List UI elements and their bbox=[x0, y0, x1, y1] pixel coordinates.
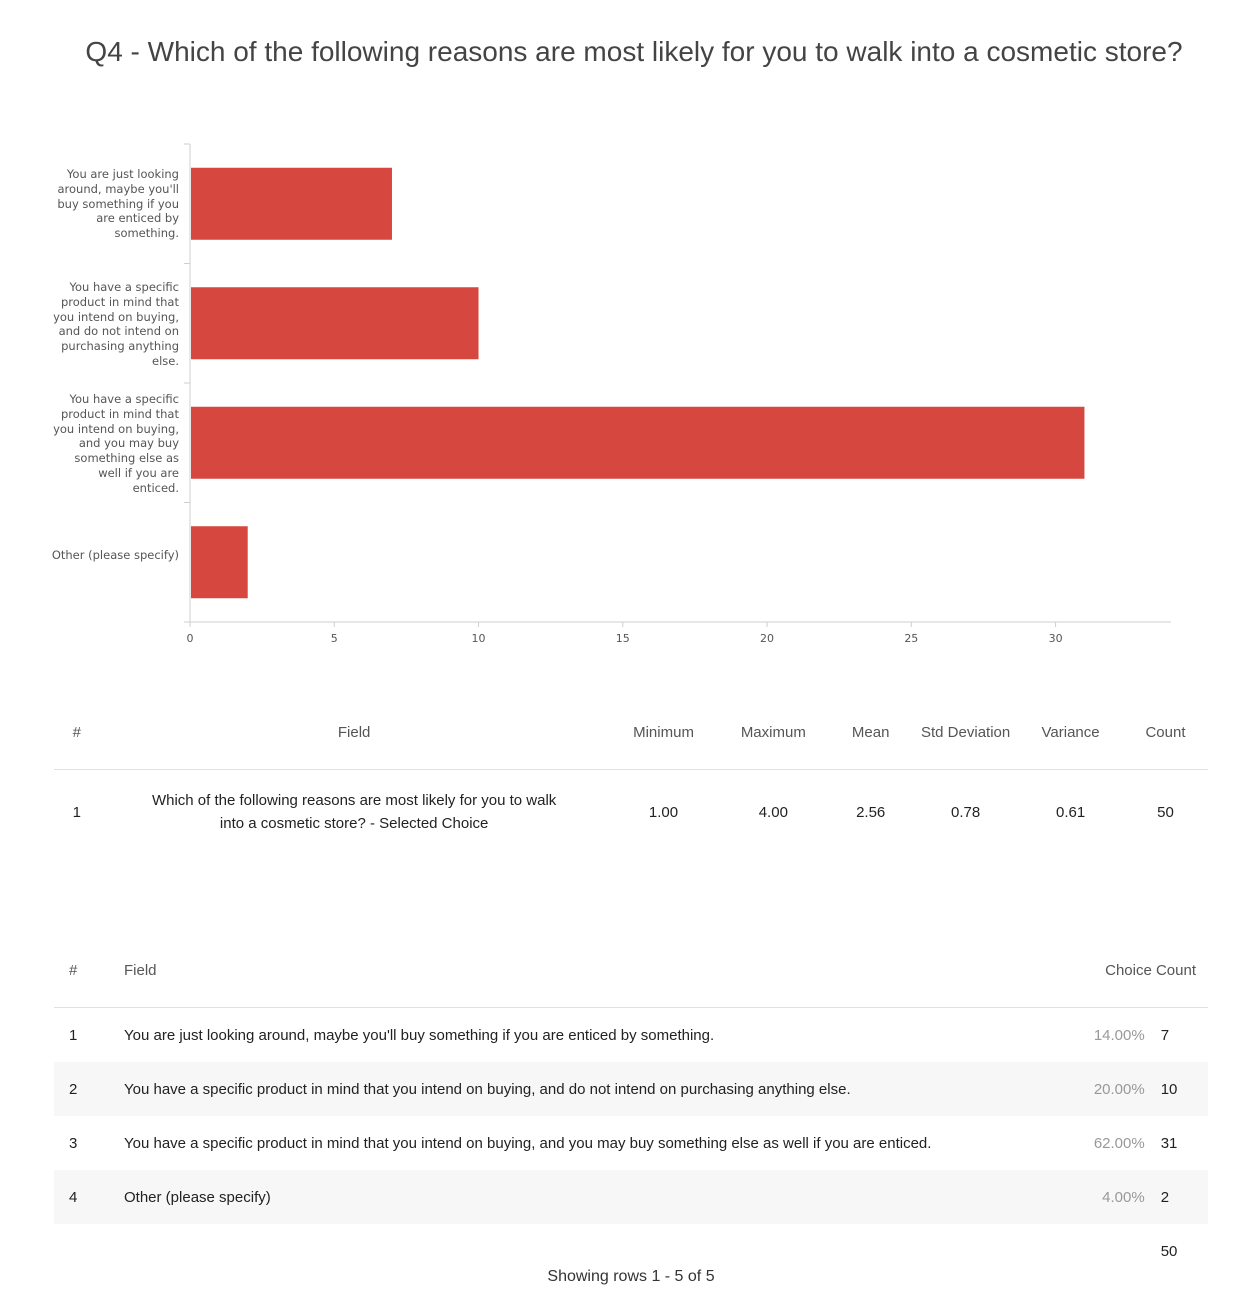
total-count: 50 bbox=[1160, 1242, 1178, 1260]
row-number: 4 bbox=[54, 1170, 123, 1224]
x-tick-label: 0 bbox=[187, 632, 194, 645]
row-number: 1 bbox=[69, 1026, 78, 1044]
stats-header-row: # Field Minimum Maximum Mean Std Deviati… bbox=[54, 696, 1208, 770]
table-row: 3 You have a specific product in mind th… bbox=[54, 1116, 1208, 1170]
col-header: Minimum bbox=[608, 696, 719, 770]
field-text: You are just looking around, maybe you'l… bbox=[124, 1026, 715, 1044]
pagination-status: Showing rows 1 - 5 of 5 bbox=[547, 1268, 715, 1285]
x-tick-label: 5 bbox=[331, 632, 338, 645]
col-header: Std Deviation bbox=[913, 696, 1019, 770]
col-header: Field bbox=[123, 933, 1045, 1008]
std-deviation-value: 0.78 bbox=[951, 803, 981, 821]
field-text: You have a specific product in mind that… bbox=[124, 1134, 932, 1152]
col-header: Maximum bbox=[718, 696, 829, 770]
field-text: You have a specific product in mind that… bbox=[123, 1062, 1045, 1116]
category-label: You have a specific product in mind that… bbox=[53, 392, 179, 495]
mean-value: 2.56 bbox=[856, 803, 886, 821]
x-tick-label: 10 bbox=[472, 632, 486, 645]
count-value: 2 bbox=[1145, 1170, 1208, 1224]
percentage: 20.00% bbox=[1045, 1062, 1146, 1116]
variance-value: 0.61 bbox=[1055, 803, 1086, 821]
bar bbox=[191, 406, 1085, 479]
col-header: Mean bbox=[828, 696, 914, 770]
row-number: 2 bbox=[54, 1062, 123, 1116]
count-value: 10 bbox=[1145, 1062, 1208, 1116]
x-tick-label: 15 bbox=[616, 632, 630, 645]
percentage: 14.00% bbox=[1093, 1026, 1145, 1044]
table-row: 1 Which of the following reasons are mos… bbox=[54, 770, 1208, 855]
count-value: 50 bbox=[1157, 803, 1174, 821]
x-tick-label: 30 bbox=[1049, 632, 1063, 645]
bar bbox=[191, 287, 479, 360]
col-header: Count bbox=[1122, 696, 1208, 770]
table-row: 1 You are just looking around, maybe you… bbox=[54, 1008, 1208, 1063]
col-header: Field bbox=[99, 696, 609, 770]
col-header: # bbox=[54, 696, 100, 770]
total-row: 50 bbox=[54, 1224, 1208, 1278]
category-label: Other (please specify) bbox=[51, 548, 179, 562]
count-value: 31 bbox=[1160, 1134, 1178, 1152]
field-text: Other (please specify) bbox=[123, 1170, 1045, 1224]
x-tick-label: 25 bbox=[904, 632, 918, 645]
bar bbox=[191, 526, 248, 599]
maximum-value: 4.00 bbox=[758, 803, 788, 821]
row-number: 1 bbox=[72, 803, 81, 821]
bar-chart: 0 5 10 15 20 25 30 bbox=[184, 143, 1171, 645]
table-row: 2 You have a specific product in mind th… bbox=[54, 1062, 1208, 1116]
x-tick-label: 20 bbox=[760, 632, 774, 645]
minimum-value: 1.00 bbox=[648, 803, 679, 821]
category-label: You are just looking around, maybe you'l… bbox=[57, 167, 179, 241]
statistics-table: # Field Minimum Maximum Mean Std Deviati… bbox=[54, 696, 1208, 854]
count-value: 7 bbox=[1160, 1026, 1170, 1044]
chart-title: Q4 - Which of the following reasons are … bbox=[85, 36, 1183, 67]
category-label: You have a specific product in mind that… bbox=[53, 280, 179, 368]
bar bbox=[191, 167, 392, 240]
choices-header-row: # Field Choice Count bbox=[54, 933, 1208, 1008]
percentage: 62.00% bbox=[1093, 1134, 1145, 1152]
table-row: 4 Other (please specify) 4.00% 2 bbox=[54, 1170, 1208, 1224]
col-header: Choice Count bbox=[1045, 933, 1208, 1008]
row-number: 3 bbox=[69, 1134, 78, 1152]
choice-count-table: # Field Choice Count 1 You are just look… bbox=[54, 933, 1208, 1278]
col-header: # bbox=[54, 933, 123, 1008]
field-text: Which of the following reasons are most … bbox=[151, 792, 557, 832]
col-header: Variance bbox=[1018, 696, 1123, 770]
percentage: 4.00% bbox=[1045, 1170, 1146, 1224]
